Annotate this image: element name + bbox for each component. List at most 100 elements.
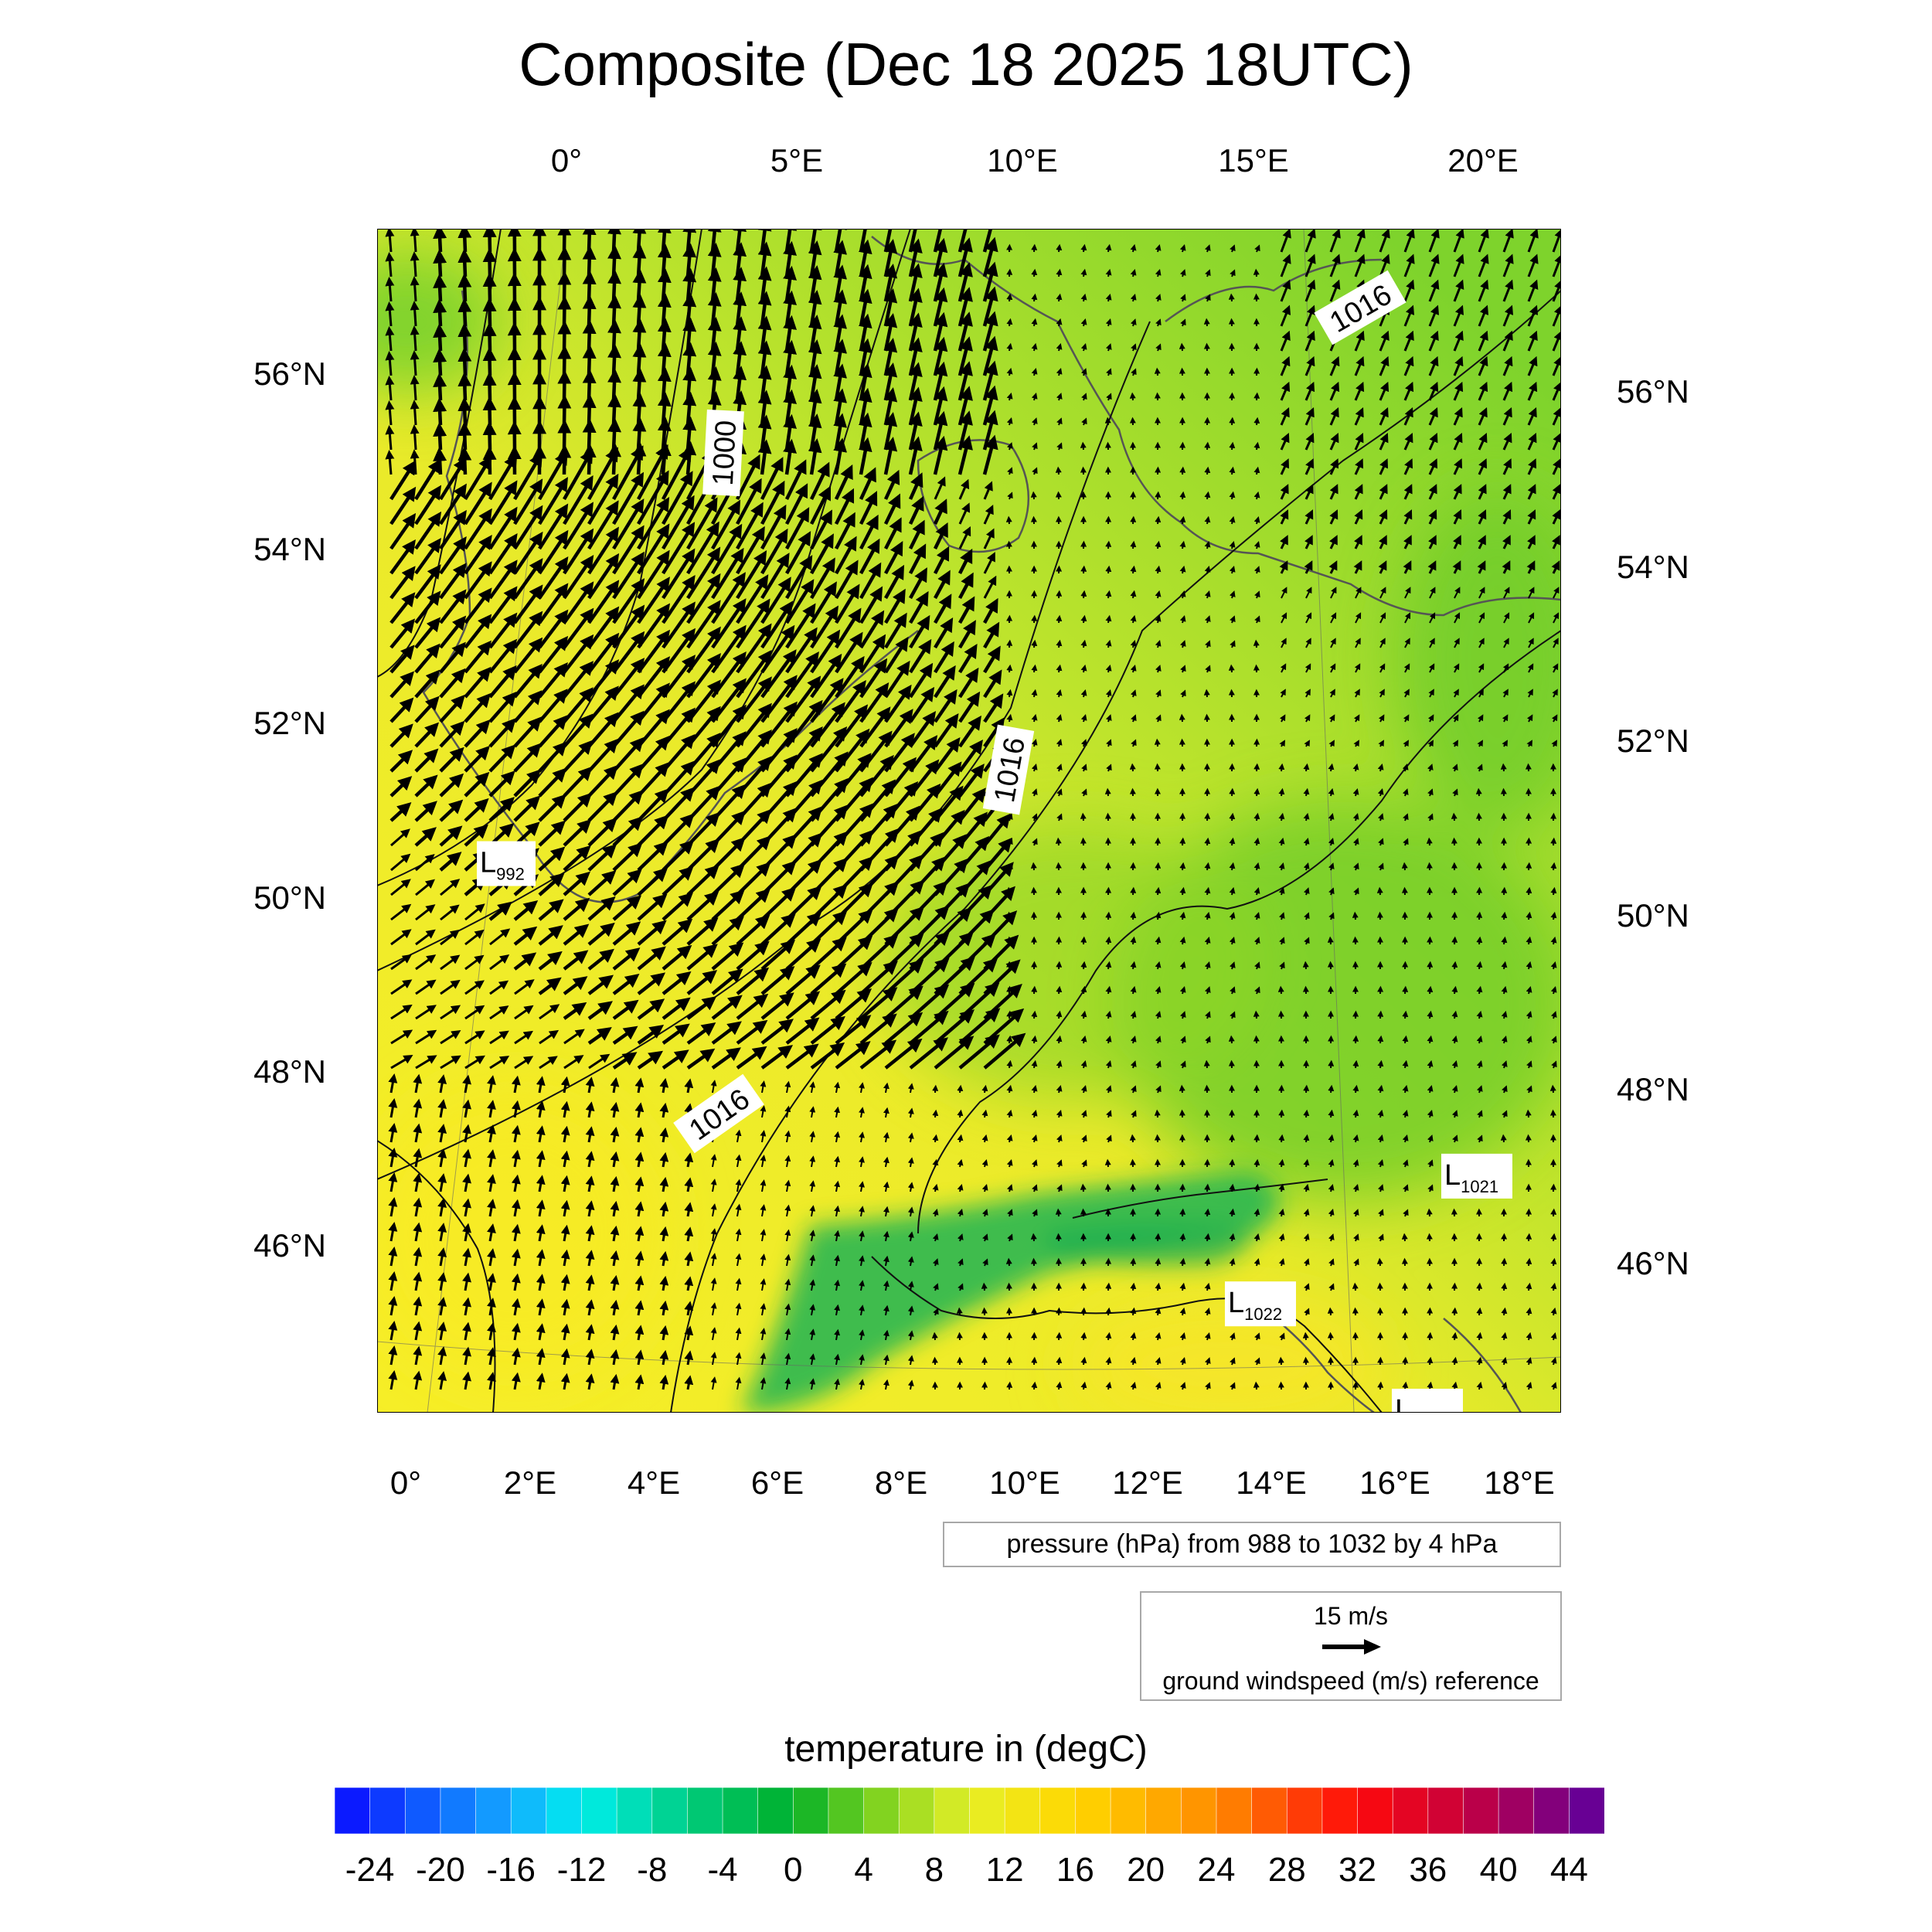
wind-arrow: [1550, 1257, 1557, 1267]
wind-arrow: [1403, 509, 1413, 525]
wind-arrow: [1031, 614, 1038, 624]
wind-arrow: [1056, 1381, 1063, 1390]
wind-arrow: [1527, 229, 1539, 253]
wind-arrow: [582, 319, 597, 352]
wind-arrow: [933, 435, 948, 475]
wind-arrow: [439, 509, 467, 550]
wind-arrow: [557, 246, 572, 277]
wind-arrow: [908, 495, 924, 525]
wind-arrow: [1281, 612, 1287, 624]
wind-arrow: [1254, 244, 1260, 253]
wind-arrow: [1278, 763, 1285, 772]
wind-arrow: [1080, 1356, 1087, 1366]
wind-arrow: [1451, 1332, 1458, 1341]
wind-arrow: [482, 248, 497, 277]
wind-arrow: [1355, 587, 1362, 599]
colorbar-box: [335, 1787, 371, 1834]
wind-arrow: [1403, 304, 1415, 327]
wind-arrow: [1404, 587, 1411, 599]
wind-arrow: [934, 617, 954, 649]
wind-arrow: [1476, 1282, 1483, 1291]
wind-arrow: [1429, 638, 1435, 648]
wind-arrow: [1502, 484, 1512, 500]
colorbar-box: [651, 1787, 689, 1834]
wind-arrow: [1478, 535, 1486, 549]
chart-title: Composite (Dec 18 2025 18UTC): [519, 30, 1413, 98]
colorbar-box: [722, 1787, 759, 1834]
colorbar-box: [510, 1787, 547, 1834]
wind-arrow: [1031, 367, 1038, 376]
wind-arrow: [582, 294, 597, 327]
wind-arrow: [389, 645, 415, 674]
wind-arrow: [1354, 381, 1365, 401]
wind-arrow: [983, 621, 1000, 649]
wind-arrow: [958, 596, 975, 624]
wind-arrow: [1254, 566, 1260, 574]
wind-arrow: [1428, 330, 1439, 352]
wind-arrow: [1551, 560, 1560, 574]
wind-arrow: [557, 419, 572, 451]
wind-arrow: [1105, 565, 1112, 574]
wind-arrow: [859, 562, 882, 600]
wind-arrow: [582, 418, 597, 451]
wind-arrow: [1502, 330, 1513, 352]
wind-arrow: [1105, 243, 1112, 253]
wind-arrow: [711, 547, 744, 600]
wind-arrow: [883, 469, 900, 500]
wind-arrow: [1304, 253, 1316, 277]
wind-arrow: [1080, 343, 1087, 352]
wind-arrow: [464, 508, 492, 550]
wind-arrow: [760, 480, 785, 526]
wind-arrow: [1478, 612, 1485, 624]
wind-arrow: [1304, 229, 1316, 253]
wind-arrow: [1205, 244, 1211, 253]
wind-arrow: [1080, 243, 1087, 253]
wind-arrow: [1179, 565, 1186, 574]
wind-arrow: [1377, 1010, 1384, 1019]
wind-arrow: [1302, 1332, 1309, 1341]
wind-arrow: [1154, 738, 1161, 747]
wind-arrow: [1502, 509, 1512, 525]
wind-arrow: [1006, 268, 1013, 277]
wind-arrow: [1180, 640, 1186, 648]
wind-arrow: [1377, 1035, 1384, 1044]
wind-arrow: [1453, 253, 1464, 277]
wind-arrow: [1105, 961, 1112, 970]
wind-arrow: [385, 450, 395, 475]
wind-arrow: [883, 517, 902, 550]
left-lat-label: 54°N: [253, 531, 326, 567]
wind-arrow: [1451, 1307, 1458, 1316]
colorbar-box: [1286, 1787, 1323, 1834]
wind-arrow: [1550, 862, 1557, 871]
wind-arrow: [1354, 330, 1365, 352]
left-lat-label: 50°N: [253, 879, 326, 916]
colorbar-box: [1463, 1787, 1499, 1834]
wind-arrow: [457, 322, 472, 352]
wind-arrow: [958, 478, 970, 500]
wind-arrow: [1354, 509, 1363, 525]
wind-arrow: [1155, 640, 1162, 648]
wind-arrow: [1428, 509, 1437, 525]
wind-arrow: [563, 607, 594, 649]
wind-arrow: [1281, 587, 1287, 599]
wind-arrow: [582, 229, 597, 253]
wind-arrow: [1503, 612, 1510, 624]
wind-arrow: [908, 472, 923, 500]
wind-arrow: [810, 509, 832, 550]
wind-arrow: [414, 590, 441, 624]
wind-arrow: [1552, 407, 1561, 426]
wind-arrow: [482, 229, 497, 253]
wind-arrow: [457, 347, 472, 376]
wind-arrow: [1204, 1208, 1211, 1217]
wind-arrow: [1453, 330, 1464, 352]
wind-arrow: [1453, 407, 1463, 426]
wind-arrow: [1055, 837, 1062, 846]
wind-arrow: [1527, 279, 1539, 302]
wind-arrow: [1552, 229, 1561, 253]
wind-arrow: [1031, 1035, 1038, 1044]
wind-arrow: [1428, 253, 1440, 277]
wind-arrow: [760, 600, 794, 649]
wind-arrow: [488, 532, 518, 575]
wind-arrow: [607, 245, 622, 277]
wind-arrow: [1179, 1208, 1186, 1217]
